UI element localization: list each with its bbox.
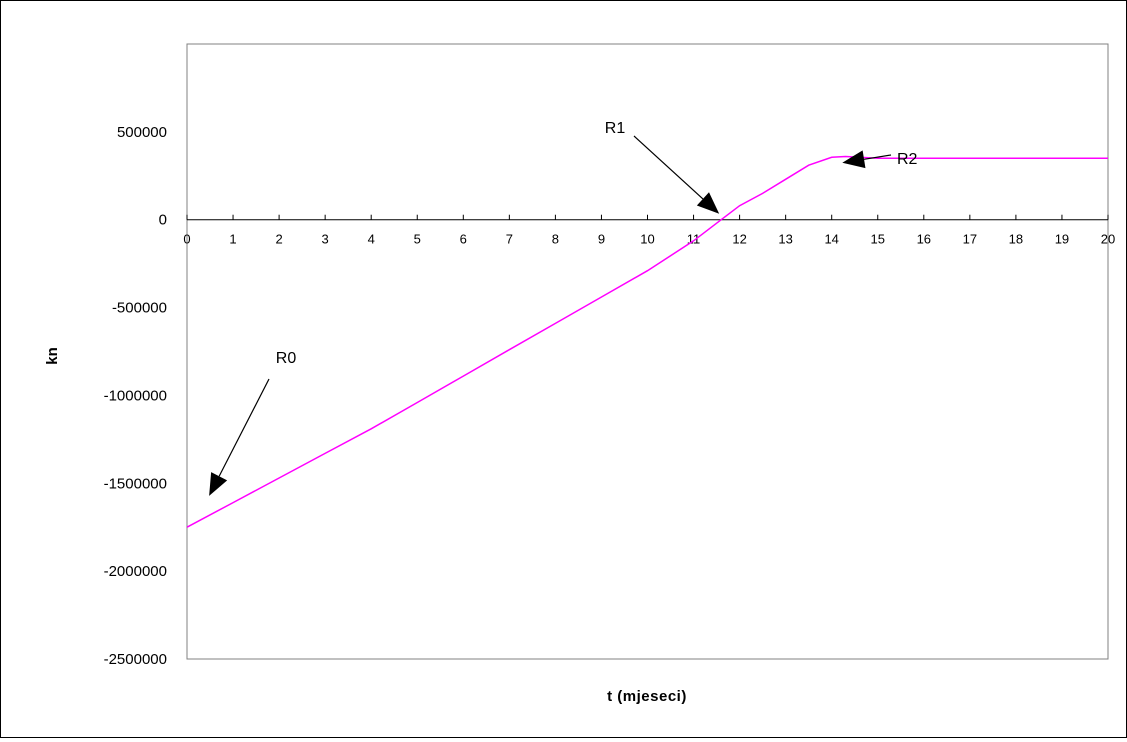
x-axis: 0 1 2 3 4 5 6 7 8 9 10 11 12 13 14 15 16 17 18 19 20 — [183, 214, 1115, 247]
plot-area — [186, 43, 1109, 660]
annotation-arrow-shaft — [633, 135, 704, 200]
series-line — [186, 155, 1108, 528]
x-tick-label: 20 — [1101, 232, 1115, 247]
y-tick-label: -2500000 — [104, 651, 167, 668]
y-tick-label: 500000 — [117, 124, 167, 141]
x-tick-label: 13 — [778, 232, 792, 247]
x-tick-label: 19 — [1055, 232, 1069, 247]
y-tick-label: -1500000 — [104, 475, 167, 492]
x-tick-label: 16 — [917, 232, 931, 247]
annotation-label: R1 — [605, 120, 626, 137]
annotation-arrow-shaft — [218, 378, 270, 477]
x-tick-label: 2 — [275, 232, 282, 247]
x-tick-label: 9 — [598, 232, 605, 247]
x-tick-label: 10 — [640, 232, 654, 247]
x-tick-label: 8 — [552, 232, 559, 247]
y-tick-label: -2000000 — [104, 563, 167, 580]
annotation-arrow-head — [209, 472, 228, 496]
x-tick-label: 17 — [963, 232, 977, 247]
x-tick-label: 0 — [183, 232, 190, 247]
annotation-arrow-head — [842, 150, 866, 169]
y-tick-label: -500000 — [112, 300, 167, 317]
series-layer — [186, 155, 1108, 528]
x-tick-label: 6 — [460, 232, 467, 247]
x-tick-label: 1 — [229, 232, 236, 247]
annotation-arrow-shaft — [863, 154, 892, 160]
annotation-label: R0 — [276, 350, 297, 367]
x-tick-label: 5 — [414, 232, 421, 247]
annotation-layer: R0 R1 R2 — [209, 120, 918, 496]
x-tick-label: 15 — [871, 232, 885, 247]
x-tick-label: 14 — [824, 232, 838, 247]
x-tick-label: 18 — [1009, 232, 1023, 247]
x-tick-label: 3 — [322, 232, 329, 247]
y-axis-ticks: 500000 0 -500000 -1000000 -1500000 -2000000 -2… — [104, 124, 167, 668]
x-tick-label: 4 — [368, 232, 375, 247]
y-axis-label: kn — [44, 347, 61, 365]
x-tick-label: 12 — [732, 232, 746, 247]
annotation-arrow-head — [696, 192, 720, 214]
y-tick-label: -1000000 — [104, 387, 167, 404]
x-axis-label: t (mjeseci) — [607, 688, 687, 705]
annotation-label: R2 — [897, 151, 918, 168]
x-tick-label: 7 — [506, 232, 513, 247]
y-tick-label: 0 — [159, 212, 167, 229]
